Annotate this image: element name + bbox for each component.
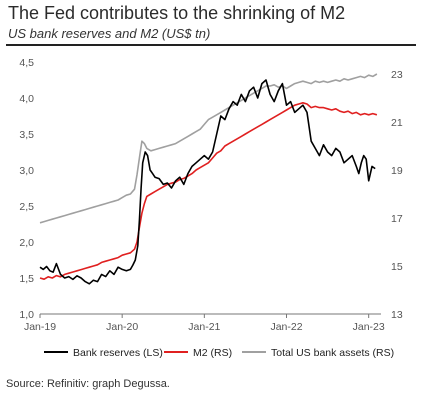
left-tick-label: 2,0: [19, 237, 34, 249]
right-tick-label: 17: [391, 213, 403, 225]
x-tick-label: Jan-20: [106, 321, 138, 333]
series-line-0: [39, 79, 376, 285]
right-tick-label: 23: [391, 69, 403, 81]
legend-label-1: M2 (RS): [193, 347, 232, 359]
left-tick-label: 4,5: [19, 57, 34, 69]
right-tick-label: 13: [391, 309, 403, 321]
left-tick-label: 2,5: [19, 201, 34, 213]
chart-legend: Bank reserves (LS) M2 (RS) Total US bank a…: [44, 347, 394, 359]
right-tick-label: 15: [391, 261, 403, 273]
legend-label-2: Total US bank assets (RS): [271, 347, 394, 359]
series-line-2: [39, 73, 378, 224]
chart-axes: 4,5 4,0 3,5 3,0 2,5 2,0 1,5 1,0 23 21 19 17 15 13 Jan-…: [19, 57, 402, 333]
legend-label-0: Bank reserves (LS): [73, 347, 163, 359]
left-tick-label: 4,0: [19, 93, 34, 105]
title-divider: [6, 44, 416, 46]
x-tick-label: Jan-22: [270, 321, 302, 333]
left-tick-label: 3,5: [19, 129, 34, 141]
x-tick-label: Jan-21: [188, 321, 220, 333]
source-note: Source: Refinitiv: graph Degussa.: [6, 378, 170, 390]
left-tick-label: 3,0: [19, 165, 34, 177]
right-tick-label: 21: [391, 117, 403, 129]
chart-subtitle: US bank reserves and M2 (US$ tn): [8, 26, 211, 41]
chart-series: [39, 73, 378, 285]
series-line-1: [39, 102, 378, 280]
left-tick-label: 1,0: [19, 309, 34, 321]
x-tick-label: Jan-23: [353, 321, 385, 333]
x-tick-label: Jan-19: [24, 321, 56, 333]
left-tick-label: 1,5: [19, 273, 34, 285]
chart-title: The Fed contributes to the shrinking of …: [8, 3, 346, 23]
right-tick-label: 19: [391, 165, 403, 177]
